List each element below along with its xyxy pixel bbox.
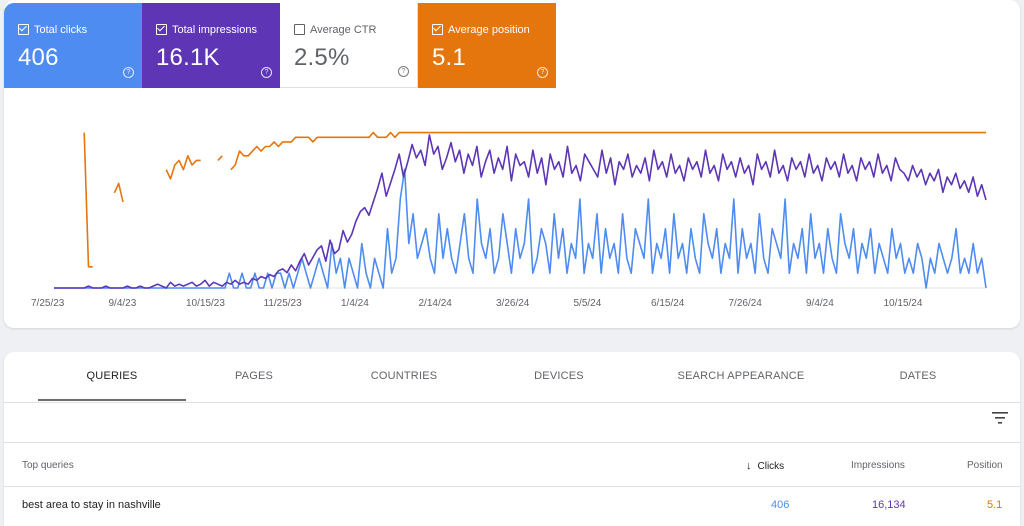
clicks-cell: 406 bbox=[771, 499, 790, 511]
impressions-cell: 16,134 bbox=[872, 499, 906, 511]
report-table-card: QUERIES PAGES COUNTRIES DEVICES SEARCH A… bbox=[4, 352, 1020, 526]
checkbox-icon[interactable] bbox=[156, 24, 167, 36]
tab-countries[interactable]: COUNTRIES bbox=[370, 370, 438, 382]
column-header-position[interactable]: Position bbox=[967, 460, 1003, 471]
tab-pages[interactable]: PAGES bbox=[234, 370, 274, 382]
metric-label: Average position bbox=[448, 23, 530, 36]
metric-card-total-impressions[interactable]: Total impressions 16.1K ? bbox=[142, 3, 280, 88]
x-tick-label: 10/15/23 bbox=[186, 298, 225, 309]
metric-cards: Total clicks 406 ? Total impressions 16.… bbox=[4, 3, 556, 89]
metric-value: 406 bbox=[18, 44, 59, 71]
x-tick-label: 11/25/23 bbox=[264, 298, 303, 309]
performance-line-chart[interactable]: 7/25/23 9/4/23 10/15/23 11/25/23 1/4/24 2/14/… bbox=[4, 90, 1020, 320]
tab-search-appearance[interactable]: SEARCH APPEARANCE bbox=[677, 370, 805, 382]
column-header-clicks[interactable]: ↓ Clicks bbox=[746, 460, 784, 472]
metric-value: 16.1K bbox=[156, 44, 220, 71]
active-tab-indicator bbox=[38, 399, 186, 401]
checkbox-icon[interactable] bbox=[432, 24, 443, 36]
column-header-label: Clicks bbox=[757, 461, 785, 472]
x-tick-label: 1/4/24 bbox=[341, 298, 369, 309]
x-tick-label: 3/26/24 bbox=[496, 298, 530, 309]
metric-card-total-clicks[interactable]: Total clicks 406 ? bbox=[4, 3, 142, 88]
filter-icon[interactable] bbox=[992, 412, 1008, 424]
metric-value: 2.5% bbox=[294, 44, 350, 71]
metric-value: 5.1 bbox=[432, 44, 466, 71]
column-header-top-queries[interactable]: Top queries bbox=[22, 460, 74, 471]
x-tick-label: 5/5/24 bbox=[574, 298, 602, 309]
query-cell[interactable]: best area to stay in nashville bbox=[22, 499, 161, 511]
series-line-average-position[interactable] bbox=[83, 131, 986, 268]
metric-card-average-ctr[interactable]: Average CTR 2.5% ? bbox=[280, 3, 418, 88]
help-icon[interactable]: ? bbox=[398, 66, 409, 77]
performance-chart-card: Total clicks 406 ? Total impressions 16.… bbox=[4, 0, 1020, 328]
x-tick-label: 2/14/24 bbox=[419, 298, 453, 309]
metric-label: Total impressions bbox=[172, 23, 257, 36]
tab-devices[interactable]: DEVICES bbox=[534, 370, 584, 382]
divider bbox=[4, 442, 1020, 443]
x-tick-label: 7/26/24 bbox=[729, 298, 763, 309]
metric-label: Average CTR bbox=[310, 23, 377, 36]
column-header-impressions[interactable]: Impressions bbox=[851, 460, 905, 471]
series-line-total-clicks[interactable] bbox=[54, 168, 987, 289]
help-icon[interactable]: ? bbox=[261, 67, 272, 78]
checkbox-icon[interactable] bbox=[18, 24, 29, 36]
tab-queries[interactable]: QUERIES bbox=[86, 370, 138, 382]
series-line-total-impressions[interactable] bbox=[54, 134, 987, 289]
x-tick-label: 9/4/24 bbox=[806, 298, 834, 309]
help-icon[interactable]: ? bbox=[123, 67, 134, 78]
x-tick-label: 6/15/24 bbox=[651, 298, 685, 309]
divider bbox=[4, 486, 1020, 487]
help-icon[interactable]: ? bbox=[537, 67, 548, 78]
report-tabs: QUERIES PAGES COUNTRIES DEVICES SEARCH A… bbox=[4, 352, 1020, 403]
x-tick-label: 7/25/23 bbox=[31, 298, 65, 309]
checkbox-icon[interactable] bbox=[294, 24, 305, 36]
metric-label: Total clicks bbox=[34, 23, 88, 36]
x-tick-label: 10/15/24 bbox=[884, 298, 923, 309]
tab-dates[interactable]: DATES bbox=[899, 370, 937, 382]
x-tick-label: 9/4/23 bbox=[109, 298, 137, 309]
sort-down-arrow-icon: ↓ bbox=[746, 460, 752, 472]
position-cell: 5.1 bbox=[987, 499, 1003, 511]
metric-card-average-position[interactable]: Average position 5.1 ? bbox=[418, 3, 556, 88]
